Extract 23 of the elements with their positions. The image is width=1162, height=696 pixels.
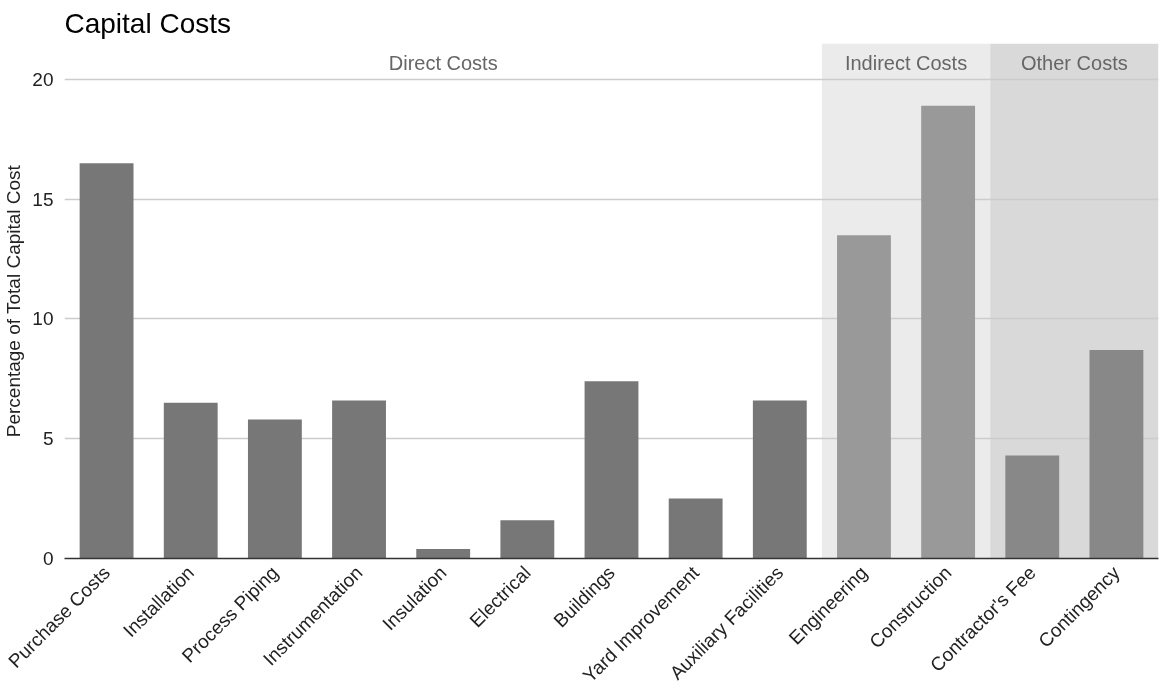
bar bbox=[584, 381, 639, 559]
y-tick-label: 0 bbox=[42, 548, 54, 569]
band-label: Indirect Costs bbox=[844, 51, 968, 74]
bar bbox=[416, 548, 471, 559]
bar bbox=[332, 400, 386, 559]
bar bbox=[247, 419, 302, 559]
y-tick-label: 5 bbox=[42, 428, 54, 450]
y-tick-label: 20 bbox=[32, 68, 54, 90]
y-axis-title: Percentage of Total Capital Cost bbox=[3, 164, 25, 438]
y-tick-label: 15 bbox=[32, 188, 54, 210]
y-tick-label: 10 bbox=[32, 308, 54, 330]
bar bbox=[163, 402, 218, 559]
bar bbox=[1005, 455, 1060, 559]
bar bbox=[837, 235, 891, 559]
band-label: Other Costs bbox=[1021, 51, 1128, 74]
bar bbox=[752, 400, 807, 559]
chart-title: Capital Costs bbox=[64, 7, 232, 39]
bar bbox=[668, 498, 723, 559]
bar bbox=[1089, 350, 1144, 559]
bar bbox=[79, 163, 134, 559]
bar bbox=[921, 105, 976, 559]
annotation: Direct Costs bbox=[388, 51, 498, 74]
bar bbox=[500, 520, 555, 559]
